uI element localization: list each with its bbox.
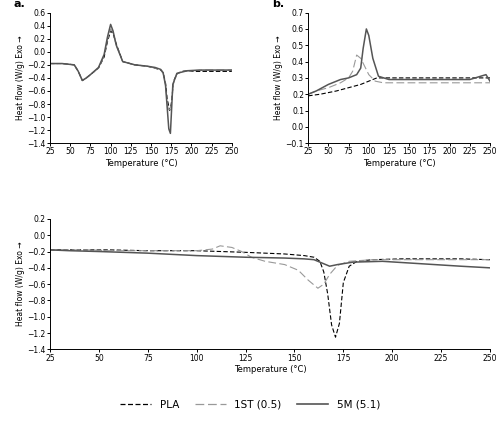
Y-axis label: Heat flow (W/g) Exo →: Heat flow (W/g) Exo →	[16, 36, 24, 120]
X-axis label: Temperature (°C): Temperature (°C)	[363, 159, 436, 168]
Y-axis label: Heat flow (W/g) Exo →: Heat flow (W/g) Exo →	[274, 36, 283, 120]
X-axis label: Temperature (°C): Temperature (°C)	[104, 159, 177, 168]
Text: b.: b.	[272, 0, 284, 9]
X-axis label: Temperature (°C): Temperature (°C)	[234, 365, 306, 374]
Text: a.: a.	[14, 0, 26, 9]
Y-axis label: Heat flow (W/g) Exo →: Heat flow (W/g) Exo →	[16, 242, 24, 326]
Legend: PLA, 1ST (0.5), 5M (5.1): PLA, 1ST (0.5), 5M (5.1)	[116, 395, 384, 414]
